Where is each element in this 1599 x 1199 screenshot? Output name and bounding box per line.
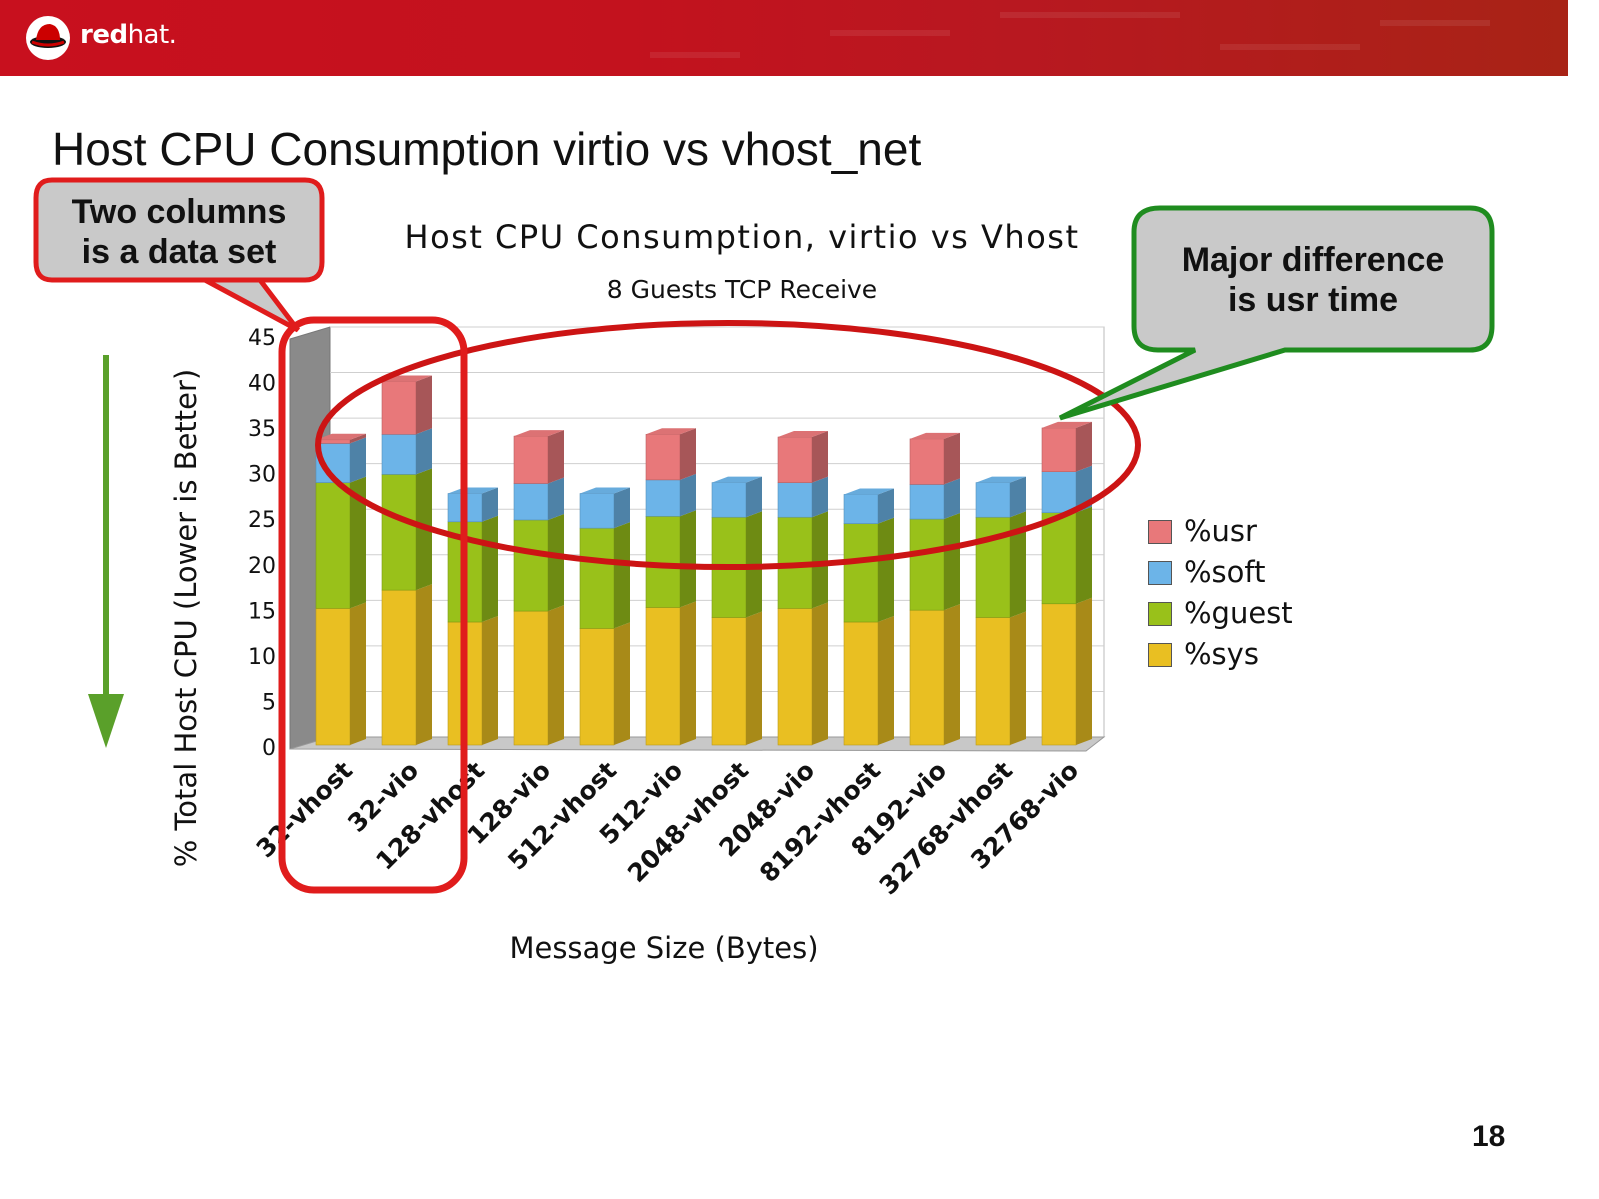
bar-cap-8192-vhost — [844, 488, 894, 495]
header-banner: redhat. — [0, 0, 1568, 76]
bar-segment-512-vio-usr — [645, 428, 696, 481]
legend-swatch-sys — [1148, 643, 1172, 667]
chart-subtitle: 8 Guests TCP Receive — [607, 275, 877, 304]
x-axis-label: Message Size (Bytes) — [509, 931, 818, 965]
bar-segment-32-vhost-sys — [315, 602, 366, 746]
bar-segment-2048-vhost-soft — [711, 476, 762, 518]
bar-segment-8192-vhost-sys — [843, 616, 894, 746]
bar-segment-8192-vhost-guest — [843, 517, 894, 623]
bar-segment-128-vio-usr — [513, 430, 564, 484]
legend-label-usr: %usr — [1184, 514, 1257, 548]
callout-left-text: Two columns is a data set — [71, 193, 287, 271]
legend-label-guest: %guest — [1184, 596, 1293, 630]
bar-segment-32-vhost-guest — [315, 476, 366, 609]
legend-swatch-soft — [1148, 561, 1172, 585]
bar-segment-2048-vio-soft — [777, 476, 828, 518]
y-tick-label: 5 — [262, 690, 276, 715]
y-axis-label: % Total Host CPU (Lower is Better) — [169, 369, 203, 868]
slide-title: Host CPU Consumption virtio vs vhost_net — [52, 123, 922, 175]
bar-cap-8192-vio — [910, 432, 960, 439]
bar-segment-8192-vio-sys — [909, 604, 960, 746]
bar-segment-32768-vhost-sys — [975, 611, 1026, 746]
bar-segment-8192-vio-guest — [909, 513, 960, 611]
bar-segment-128-vio-sys — [513, 605, 564, 746]
bar-segment-2048-vio-sys — [777, 602, 828, 746]
bar-segment-2048-vio-usr — [777, 431, 828, 483]
bar-segment-128-vhost-guest — [447, 515, 498, 623]
bar-segment-32-vio-usr — [381, 375, 432, 435]
y-tick-label: 30 — [248, 463, 276, 488]
y-tick-label: 25 — [248, 508, 276, 533]
bar-segment-512-vio-guest — [645, 510, 696, 608]
legend-label-soft: %soft — [1184, 555, 1266, 589]
bar-cap-32-vhost — [316, 433, 366, 440]
bar-segment-32768-vio-soft — [1041, 465, 1092, 513]
brand-wordmark: redhat. — [80, 20, 177, 50]
bar-segment-32-vio-sys — [381, 584, 432, 746]
bar-segment-32768-vhost-guest — [975, 511, 1026, 618]
bar-segment-512-vio-soft — [645, 473, 696, 517]
bar-segment-128-vio-guest — [513, 513, 564, 612]
bar-segment-512-vhost-guest — [579, 522, 630, 629]
bar-segment-8192-vio-soft — [909, 478, 960, 520]
redhat-logo-icon — [26, 16, 70, 60]
bar-segment-8192-vio-usr — [909, 432, 960, 485]
y-tick-label: 35 — [248, 417, 276, 442]
y-tick-label: 45 — [248, 326, 276, 351]
bar-segment-128-vio-soft — [513, 477, 564, 521]
callout-left-bubble — [33, 177, 325, 333]
bar-cap-512-vhost — [580, 487, 630, 494]
callout-right-text: Major difference is usr time — [1181, 241, 1445, 319]
chart-title: Host CPU Consumption, virtio vs Vhost — [405, 218, 1080, 256]
bar-segment-2048-vhost-sys — [711, 611, 762, 746]
y-tick-label: 0 — [262, 736, 276, 761]
y-tick-label: 15 — [248, 599, 276, 624]
bar-segment-8192-vhost-soft — [843, 488, 894, 524]
bar-cap-32768-vhost — [976, 476, 1026, 483]
bar-cap-128-vio — [514, 430, 564, 437]
chart-bars — [315, 375, 1092, 746]
bar-cap-32768-vio — [1042, 421, 1092, 428]
y-tick-label: 10 — [248, 645, 276, 670]
y-tick-label: 20 — [248, 554, 276, 579]
bar-segment-512-vhost-soft — [579, 487, 630, 529]
down-arrow-icon — [88, 694, 124, 748]
bar-segment-32768-vio-sys — [1041, 597, 1092, 746]
x-tick-label-32-vhost: 32-vhost — [251, 756, 359, 864]
y-tick-label: 40 — [248, 372, 276, 397]
bar-cap-2048-vhost — [712, 476, 762, 483]
bar-cap-2048-vio — [778, 431, 828, 438]
bar-segment-32768-vio-usr — [1041, 421, 1092, 472]
bar-cap-512-vio — [646, 428, 696, 435]
bar-segment-32768-vhost-soft — [975, 476, 1026, 518]
bar-segment-512-vhost-sys — [579, 622, 630, 746]
usr-highlight-ellipse — [315, 320, 1141, 570]
bar-segment-2048-vio-guest — [777, 511, 828, 609]
callout-right-bubble — [1058, 205, 1495, 421]
legend-label-sys: %sys — [1184, 637, 1259, 671]
bar-segment-32768-vio-guest — [1041, 506, 1092, 605]
dataset-highlight-box — [278, 316, 468, 894]
bar-segment-512-vio-sys — [645, 601, 696, 746]
legend-swatch-guest — [1148, 602, 1172, 626]
page-number: 18 — [1472, 1120, 1506, 1153]
bar-segment-128-vhost-sys — [447, 616, 498, 746]
legend-swatch-usr — [1148, 520, 1172, 544]
bar-segment-32-vio-soft — [381, 428, 432, 475]
